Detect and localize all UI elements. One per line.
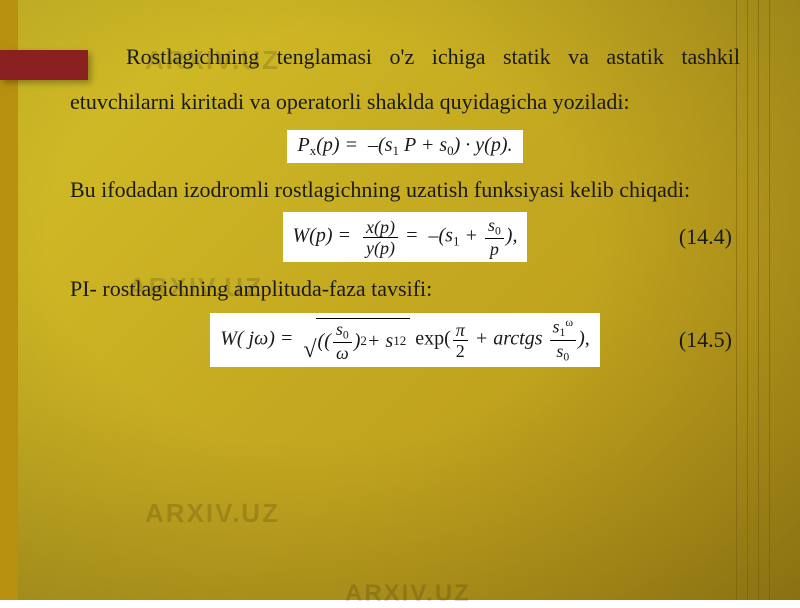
f2-neg: –(s	[428, 225, 452, 247]
paragraph-1: Rostlagichning tenglamasi o'z ichiga sta…	[70, 34, 740, 124]
f3-plus2: +	[470, 328, 494, 350]
f3-arctg: arctgs	[493, 328, 547, 350]
formula-2-row: W(p) = x(p)y(p) = –(s1 + s0p), (14.4)	[70, 212, 740, 262]
f3-close: ),	[578, 328, 590, 350]
f3-s1exp: 2	[400, 333, 407, 349]
f1-neg: –(	[368, 134, 385, 156]
f2-num: x(p)	[363, 218, 398, 238]
f3-plus: + s	[367, 330, 393, 353]
f1-mid: P + s	[399, 134, 447, 156]
f1-s1: s	[385, 134, 393, 156]
f2-close: ),	[506, 225, 518, 247]
f2-plus: +	[459, 225, 483, 247]
watermark: ARXIV.UZ	[345, 580, 471, 608]
f2-den: y(p)	[363, 238, 398, 257]
left-stripe	[0, 0, 18, 600]
formula-3: W( jω) = √((s0ω)2 + s12 exp(π2 + arctgs …	[210, 313, 600, 367]
f3-frac-pi: π2	[453, 321, 468, 360]
formula-3-row: W( jω) = √((s0ω)2 + s12 exp(π2 + arctgs …	[70, 313, 740, 367]
equation-number-14-4: (14.4)	[679, 224, 740, 250]
watermark: ARXIV.UZ	[145, 498, 280, 529]
right-vertical-lines	[736, 0, 770, 600]
slide-content: Rostlagichning tenglamasi o'z ichiga sta…	[70, 34, 740, 377]
formula-2: W(p) = x(p)y(p) = –(s1 + s0p),	[283, 212, 528, 262]
formula-1-row: Px(p) = –(s1 P + s0) · y(p).	[70, 130, 740, 163]
f3-open: ((	[318, 330, 331, 353]
f2-eq2: =	[400, 225, 424, 247]
f2-pden: p	[485, 239, 504, 258]
f2-lhs: W(p) =	[293, 225, 356, 247]
paragraph-3: PI- rostlagichning amplituda-faza tavsif…	[70, 272, 740, 305]
f3-frac1: s0ω	[333, 320, 352, 362]
formula-1: Px(p) = –(s1 P + s0) · y(p).	[287, 130, 522, 163]
f3-exp: exp(	[410, 328, 451, 350]
f3-sqrt: √((s0ω)2 + s12	[303, 318, 410, 362]
f1-arg: (p) =	[316, 134, 363, 156]
f1-tail: ) · y(p).	[454, 134, 513, 156]
f3-frac-s: s1ωs0	[550, 317, 577, 363]
paragraph-2: Bu ifodadan izodromli rostlagichning uza…	[70, 173, 740, 206]
f2-frac2: s0p	[485, 216, 504, 258]
equation-number-14-5: (14.5)	[679, 327, 740, 353]
f2-frac1: x(p)y(p)	[363, 218, 398, 257]
f3-lhs: W( jω) =	[220, 328, 298, 350]
f2-s0num: s0	[485, 216, 504, 239]
f1-lhs: P	[297, 134, 309, 156]
f3-sq: )	[354, 330, 361, 353]
